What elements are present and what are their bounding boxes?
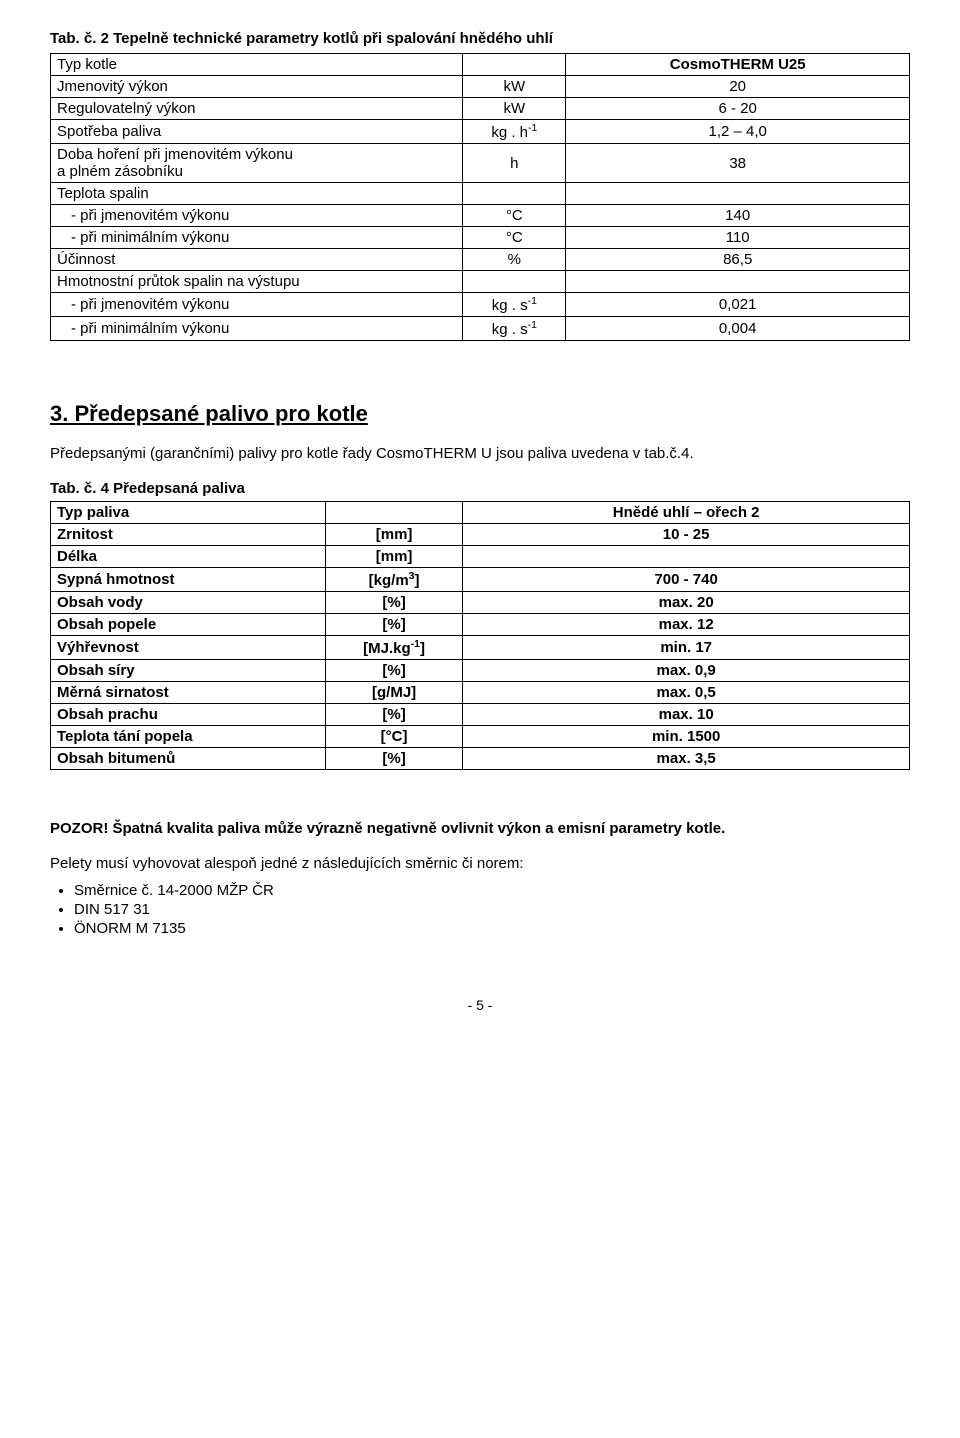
t2-row-value: min. 17 — [463, 636, 910, 660]
t2-row-value: 700 - 740 — [463, 568, 910, 592]
norms-item: ÖNORM M 7135 — [74, 920, 910, 937]
t1-row-value: 38 — [566, 144, 910, 183]
t1-row-unit: h — [463, 144, 566, 183]
t1-row-value: 6 - 20 — [566, 98, 910, 120]
t2-row-label: Sypná hmotnost — [51, 568, 326, 592]
t2-row-unit: [mm] — [325, 524, 462, 546]
t1-h1: Typ kotle — [51, 54, 463, 76]
t1-row-label: Doba hoření při jmenovitém výkonua plném… — [51, 144, 463, 183]
t1-row-label: Regulovatelný výkon — [51, 98, 463, 120]
section-intro: Předepsanými (garančními) palivy pro kot… — [50, 445, 910, 462]
page-number: - 5 - — [50, 997, 910, 1013]
t1-row-label: - při minimálním výkonu — [51, 227, 463, 249]
norms-list: Směrnice č. 14-2000 MŽP ČR DIN 517 31 ÖNOR… — [74, 882, 910, 937]
t2-row-value: max. 0,5 — [463, 682, 910, 704]
table1-caption: Tab. č. 2 Tepelně technické parametry ko… — [50, 30, 910, 47]
t1-row-value: 140 — [566, 205, 910, 227]
t1-row-value — [566, 271, 910, 293]
t1-row-label: Jmenovitý výkon — [51, 76, 463, 98]
t1-row-unit: kg . h-1 — [463, 120, 566, 144]
t2-row-label: Teplota tání popela — [51, 726, 326, 748]
t1-row-label: - při jmenovitém výkonu — [51, 293, 463, 317]
t2-h2 — [325, 502, 462, 524]
t1-row-value: 0,004 — [566, 317, 910, 341]
t1-h3: CosmoTHERM U25 — [566, 54, 910, 76]
t1-row-unit — [463, 183, 566, 205]
t2-row-value: max. 10 — [463, 704, 910, 726]
t2-row-label: Délka — [51, 546, 326, 568]
t2-row-unit: [mm] — [325, 546, 462, 568]
section-heading: 3. Předepsané palivo pro kotle — [50, 401, 910, 427]
norms-lead: Pelety musí vyhovovat alespoň jedné z ná… — [50, 855, 910, 872]
t2-row-label: Obsah síry — [51, 660, 326, 682]
warning-text: POZOR! Špatná kvalita paliva může výrazn… — [50, 820, 910, 837]
t2-row-label: Obsah popele — [51, 614, 326, 636]
t2-row-label: Výhřevnost — [51, 636, 326, 660]
t1-row-unit: kW — [463, 76, 566, 98]
table2-caption: Tab. č. 4 Předepsaná paliva — [50, 480, 910, 497]
t1-row-unit: % — [463, 249, 566, 271]
table1: Typ kotle CosmoTHERM U25 Jmenovitý výkon… — [50, 53, 910, 341]
t1-row-unit — [463, 271, 566, 293]
t1-row-label: Spotřeba paliva — [51, 120, 463, 144]
t1-row-value: 1,2 – 4,0 — [566, 120, 910, 144]
t2-row-label: Obsah bitumenů — [51, 748, 326, 770]
t2-row-label: Zrnitost — [51, 524, 326, 546]
t2-row-value: min. 1500 — [463, 726, 910, 748]
t2-row-value: max. 12 — [463, 614, 910, 636]
t2-row-unit: [%] — [325, 704, 462, 726]
t2-row-unit: [MJ.kg-1] — [325, 636, 462, 660]
t1-row-unit: kg . s-1 — [463, 317, 566, 341]
t1-row-value: 0,021 — [566, 293, 910, 317]
t1-row-unit: °C — [463, 205, 566, 227]
norms-item: DIN 517 31 — [74, 901, 910, 918]
t2-row-unit: [g/MJ] — [325, 682, 462, 704]
t1-row-unit: kg . s-1 — [463, 293, 566, 317]
t2-h3: Hnědé uhlí – ořech 2 — [463, 502, 910, 524]
t2-row-unit: [%] — [325, 592, 462, 614]
t1-row-value: 110 — [566, 227, 910, 249]
t2-row-label: Obsah vody — [51, 592, 326, 614]
t2-row-unit: [kg/m3] — [325, 568, 462, 592]
t1-row-unit: kW — [463, 98, 566, 120]
t1-row-label: Teplota spalin — [51, 183, 463, 205]
t1-row-value — [566, 183, 910, 205]
t2-row-unit: [%] — [325, 748, 462, 770]
t1-row-value: 86,5 — [566, 249, 910, 271]
t2-row-value: max. 3,5 — [463, 748, 910, 770]
t1-h2 — [463, 54, 566, 76]
t2-row-value: max. 20 — [463, 592, 910, 614]
t1-row-label: Účinnost — [51, 249, 463, 271]
t2-row-value — [463, 546, 910, 568]
t2-row-unit: [%] — [325, 614, 462, 636]
t1-row-label: Hmotnostní průtok spalin na výstupu — [51, 271, 463, 293]
t2-row-value: max. 0,9 — [463, 660, 910, 682]
t1-row-unit: °C — [463, 227, 566, 249]
t1-row-label: - při minimálním výkonu — [51, 317, 463, 341]
t2-row-label: Měrná sirnatost — [51, 682, 326, 704]
t2-row-label: Obsah prachu — [51, 704, 326, 726]
t1-row-label: - při jmenovitém výkonu — [51, 205, 463, 227]
norms-item: Směrnice č. 14-2000 MŽP ČR — [74, 882, 910, 899]
t2-row-value: 10 - 25 — [463, 524, 910, 546]
t2-row-unit: [%] — [325, 660, 462, 682]
t1-row-value: 20 — [566, 76, 910, 98]
t2-h1: Typ paliva — [51, 502, 326, 524]
table2: Typ paliva Hnědé uhlí – ořech 2 Zrnitost… — [50, 501, 910, 770]
t2-row-unit: [°C] — [325, 726, 462, 748]
